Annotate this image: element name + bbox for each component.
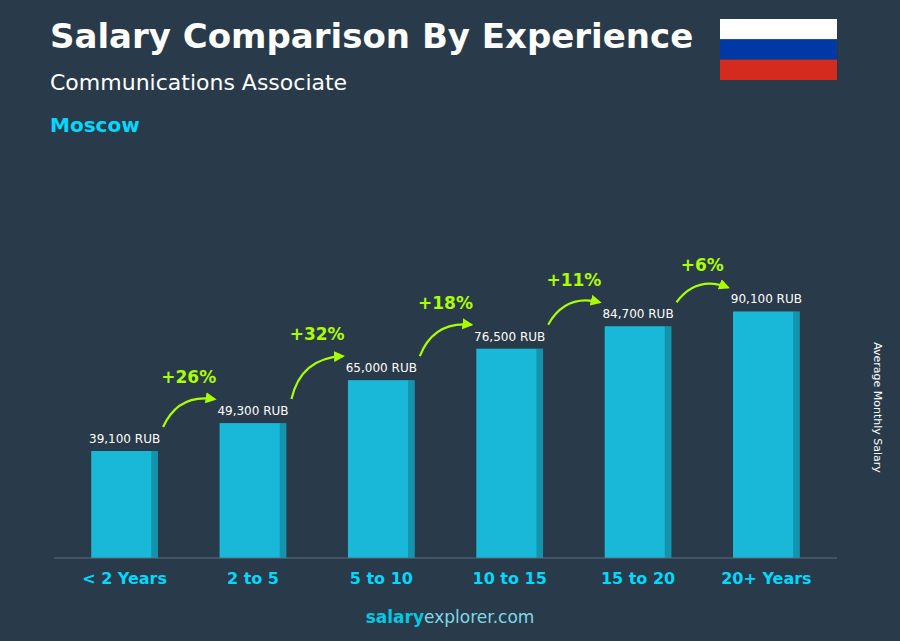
bar (348, 380, 415, 558)
bar-shade (536, 349, 543, 558)
change-label: +11% (546, 270, 601, 290)
bar (733, 311, 800, 558)
bar-shade (408, 380, 415, 558)
value-label: 84,700 RUB (602, 307, 673, 321)
change-arrows (163, 284, 728, 427)
footer-part: salary (366, 607, 424, 627)
baseline (54, 558, 837, 559)
bar (476, 349, 543, 558)
background (0, 0, 900, 641)
flag-stripe (720, 60, 837, 80)
bars (91, 311, 800, 558)
category-label: 10 to 15 (473, 569, 547, 588)
bar-shade (665, 326, 672, 558)
flag-stripe (720, 19, 837, 39)
footer-part: explorer.com (424, 607, 534, 627)
category-label: < 2 Years (82, 569, 167, 588)
title: Salary Comparison By Experience (50, 16, 693, 56)
change-label: +6% (681, 255, 724, 275)
value-label: 90,100 RUB (731, 292, 802, 306)
change-arrow (420, 324, 471, 356)
flag-stripe (720, 39, 837, 59)
bar-shade (793, 311, 800, 558)
category-label: 2 to 5 (227, 569, 279, 588)
category-label: 15 to 20 (601, 569, 675, 588)
value-label: 39,100 RUB (89, 432, 160, 446)
change-arrow (677, 284, 728, 303)
change-label: +26% (161, 367, 216, 387)
chart: Salary Comparison By Experience Communica… (0, 0, 900, 641)
bar (220, 423, 287, 558)
subtitle: Communications Associate (50, 70, 347, 95)
bar (91, 451, 158, 558)
change-arrow (163, 398, 214, 427)
value-label: 65,000 RUB (346, 361, 417, 375)
bar-shade (151, 451, 158, 558)
category-label: 5 to 10 (350, 569, 413, 588)
category-label: 20+ Years (721, 569, 811, 588)
value-label: 76,500 RUB (474, 330, 545, 344)
y-axis-label: Average Monthly Salary (871, 342, 884, 473)
change-arrow (548, 300, 599, 324)
flag (720, 19, 837, 80)
change-arrow (291, 356, 342, 399)
bar-shade (280, 423, 287, 558)
value-label: 49,300 RUB (217, 404, 288, 418)
bar (605, 326, 672, 558)
city: Moscow (50, 113, 140, 137)
change-label: +18% (418, 293, 473, 313)
change-label: +32% (290, 324, 345, 344)
footer: salaryexplorer.com (366, 607, 535, 627)
